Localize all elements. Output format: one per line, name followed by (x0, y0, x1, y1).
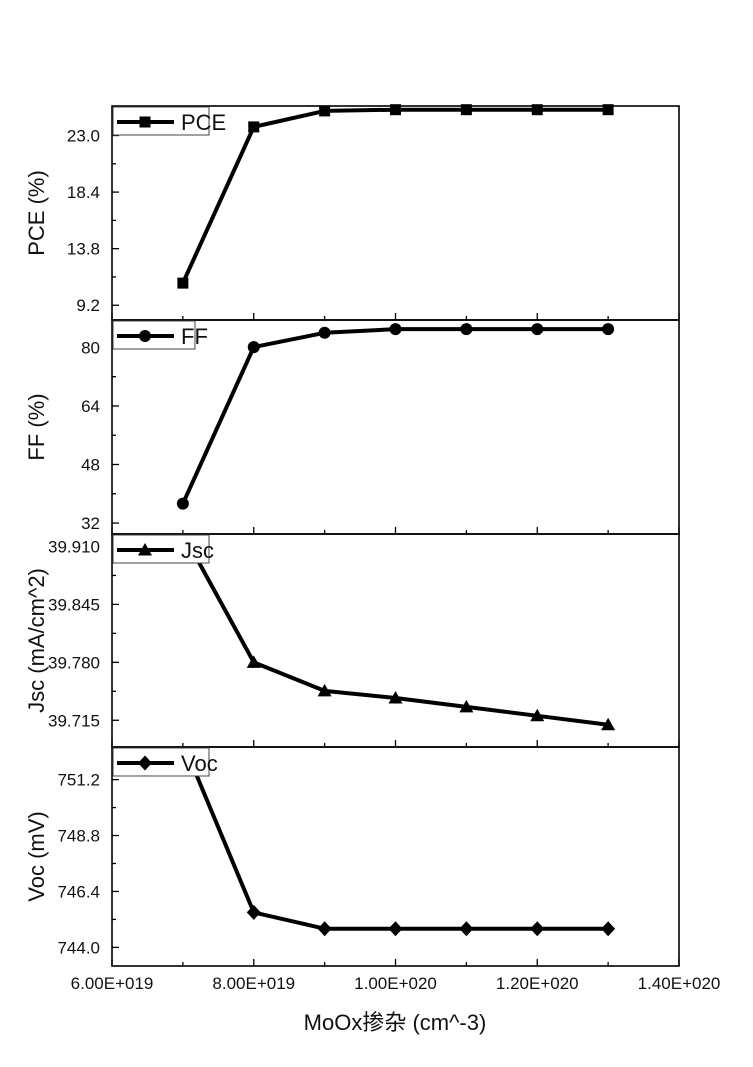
data-point (318, 326, 331, 339)
legend: PCE (112, 106, 226, 136)
data-point (319, 105, 331, 117)
data-point (390, 104, 401, 116)
series-pce (181, 107, 609, 284)
legend-label: Voc (181, 751, 218, 776)
panel-frame (111, 105, 680, 321)
y-tick-label: 39.715 (48, 711, 100, 730)
y-tick-label: 23.0 (67, 127, 100, 146)
panel-frame (111, 533, 680, 748)
legend: FF (112, 320, 208, 350)
data-point (246, 904, 261, 920)
legend-label: FF (181, 324, 208, 349)
y-tick-label: 39.845 (48, 595, 100, 614)
data-point (601, 921, 616, 937)
data-point (460, 104, 472, 116)
y-axis-title: Jsc (mA/cm^2) (24, 568, 49, 713)
y-axis-title: PCE (%) (24, 170, 49, 256)
y-tick-label: 48 (81, 455, 100, 474)
panel-ff: 32 48 64 80 FF (%) FF (24, 319, 680, 535)
data-point (317, 683, 332, 697)
data-point (531, 323, 544, 336)
y-tick-label: 13.8 (67, 240, 100, 259)
series-ff (181, 327, 609, 505)
y-tick-label: 80 (81, 338, 100, 357)
data-point (530, 708, 545, 722)
y-tick-label: 748.8 (57, 827, 100, 846)
data-point (176, 497, 189, 510)
y-tick-label: 18.4 (67, 183, 100, 202)
x-tick-label: 1.00E+020 (354, 974, 437, 993)
data-point (459, 921, 474, 937)
legend-marker (138, 543, 152, 556)
panel-voc: 744.0 746.4 748.8 751.2 Voc (mV) Voc (24, 746, 680, 967)
x-tick-label: 1.20E+020 (496, 974, 579, 993)
y-tick-label: 32 (81, 514, 100, 533)
data-point (389, 323, 402, 336)
series-line (182, 747, 609, 931)
panel-jsc: 39.715 39.780 39.845 39.910 Jsc (mA/cm^2) Jsc (24, 533, 680, 748)
data-point (388, 921, 403, 937)
y-tick-label: 751.2 (57, 771, 100, 790)
y-tick-label: 39.780 (48, 653, 100, 672)
legend: Voc (112, 747, 218, 777)
panel-pce: 9.2 13.8 18.4 23.0 PCE (%) PCE (24, 104, 680, 321)
data-point (602, 104, 614, 116)
series-line (181, 327, 609, 505)
x-tick-label: 1.40E+020 (638, 974, 721, 993)
x-axis-title: MoOx掺杂 (cm^-3) (304, 1010, 487, 1035)
y-tick-label: 746.4 (57, 882, 100, 901)
x-tick-label: 6.00E+019 (71, 974, 154, 993)
data-point (601, 717, 616, 731)
y-tick-label: 9.2 (76, 296, 100, 315)
data-point (246, 655, 261, 668)
data-point (460, 323, 473, 336)
series-voc (182, 747, 609, 931)
data-point (317, 921, 332, 937)
y-axis-title: Voc (mV) (24, 811, 49, 901)
legend-marker (139, 116, 151, 128)
data-point (531, 104, 543, 116)
data-point (459, 699, 474, 713)
data-point (177, 277, 189, 289)
legend-label: PCE (181, 110, 226, 135)
x-tick-label: 8.00E+019 (212, 974, 295, 993)
panel-frame (111, 319, 680, 535)
y-axis-title: FF (%) (24, 393, 49, 460)
legend-marker (139, 330, 151, 342)
y-tick-label: 64 (81, 397, 100, 416)
y-tick-label: 744.0 (57, 938, 100, 957)
data-point (247, 341, 260, 354)
data-point (530, 921, 545, 937)
data-point (388, 690, 403, 704)
legend: Jsc (112, 534, 214, 564)
y-tick-label: 39.910 (48, 537, 100, 556)
series-line (181, 107, 609, 284)
legend-marker (138, 755, 152, 771)
data-point (248, 121, 260, 133)
data-point (602, 323, 615, 336)
legend-label: Jsc (181, 538, 214, 563)
